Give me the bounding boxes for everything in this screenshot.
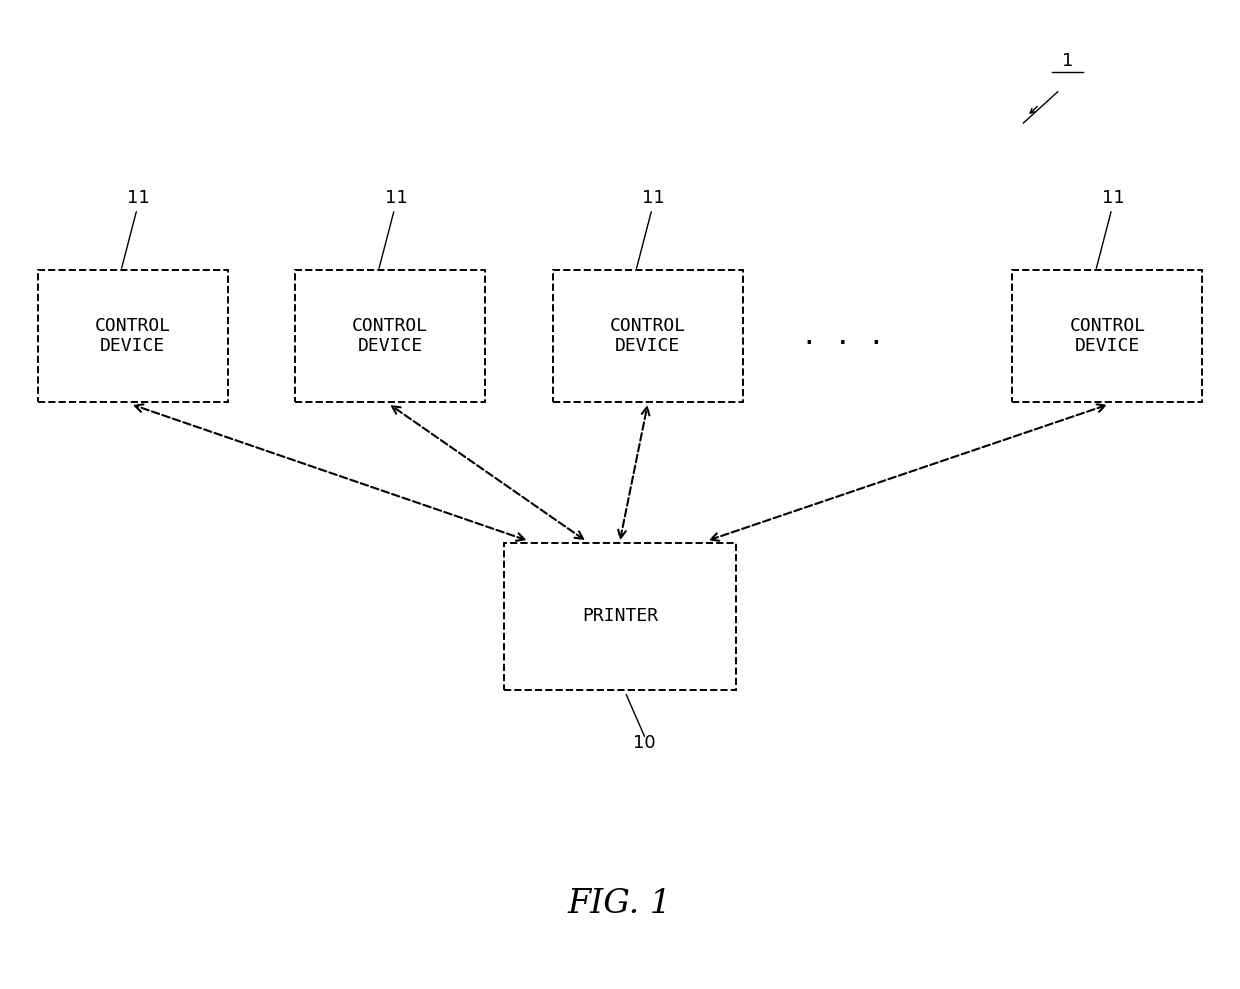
Bar <box>1012 270 1203 402</box>
Text: 11: 11 <box>642 189 665 207</box>
Text: 10: 10 <box>634 734 656 753</box>
Bar <box>553 270 743 402</box>
FancyArrowPatch shape <box>619 407 650 538</box>
Text: 1: 1 <box>1061 52 1073 70</box>
Text: CONTROL
DEVICE: CONTROL DEVICE <box>610 316 686 355</box>
Text: . . .: . . . <box>801 321 885 349</box>
Text: CONTROL
DEVICE: CONTROL DEVICE <box>352 316 428 355</box>
Text: 11: 11 <box>1102 189 1125 207</box>
Text: 11: 11 <box>384 189 408 207</box>
Text: PRINTER: PRINTER <box>582 607 658 625</box>
Bar <box>503 543 737 689</box>
FancyArrowPatch shape <box>135 405 525 541</box>
Text: 11: 11 <box>128 189 150 207</box>
Text: FIG. 1: FIG. 1 <box>568 888 672 920</box>
Text: CONTROL
DEVICE: CONTROL DEVICE <box>1069 316 1146 355</box>
Bar <box>295 270 485 402</box>
Bar <box>37 270 228 402</box>
FancyArrowPatch shape <box>711 405 1105 541</box>
FancyArrowPatch shape <box>392 406 583 539</box>
Text: CONTROL
DEVICE: CONTROL DEVICE <box>94 316 171 355</box>
